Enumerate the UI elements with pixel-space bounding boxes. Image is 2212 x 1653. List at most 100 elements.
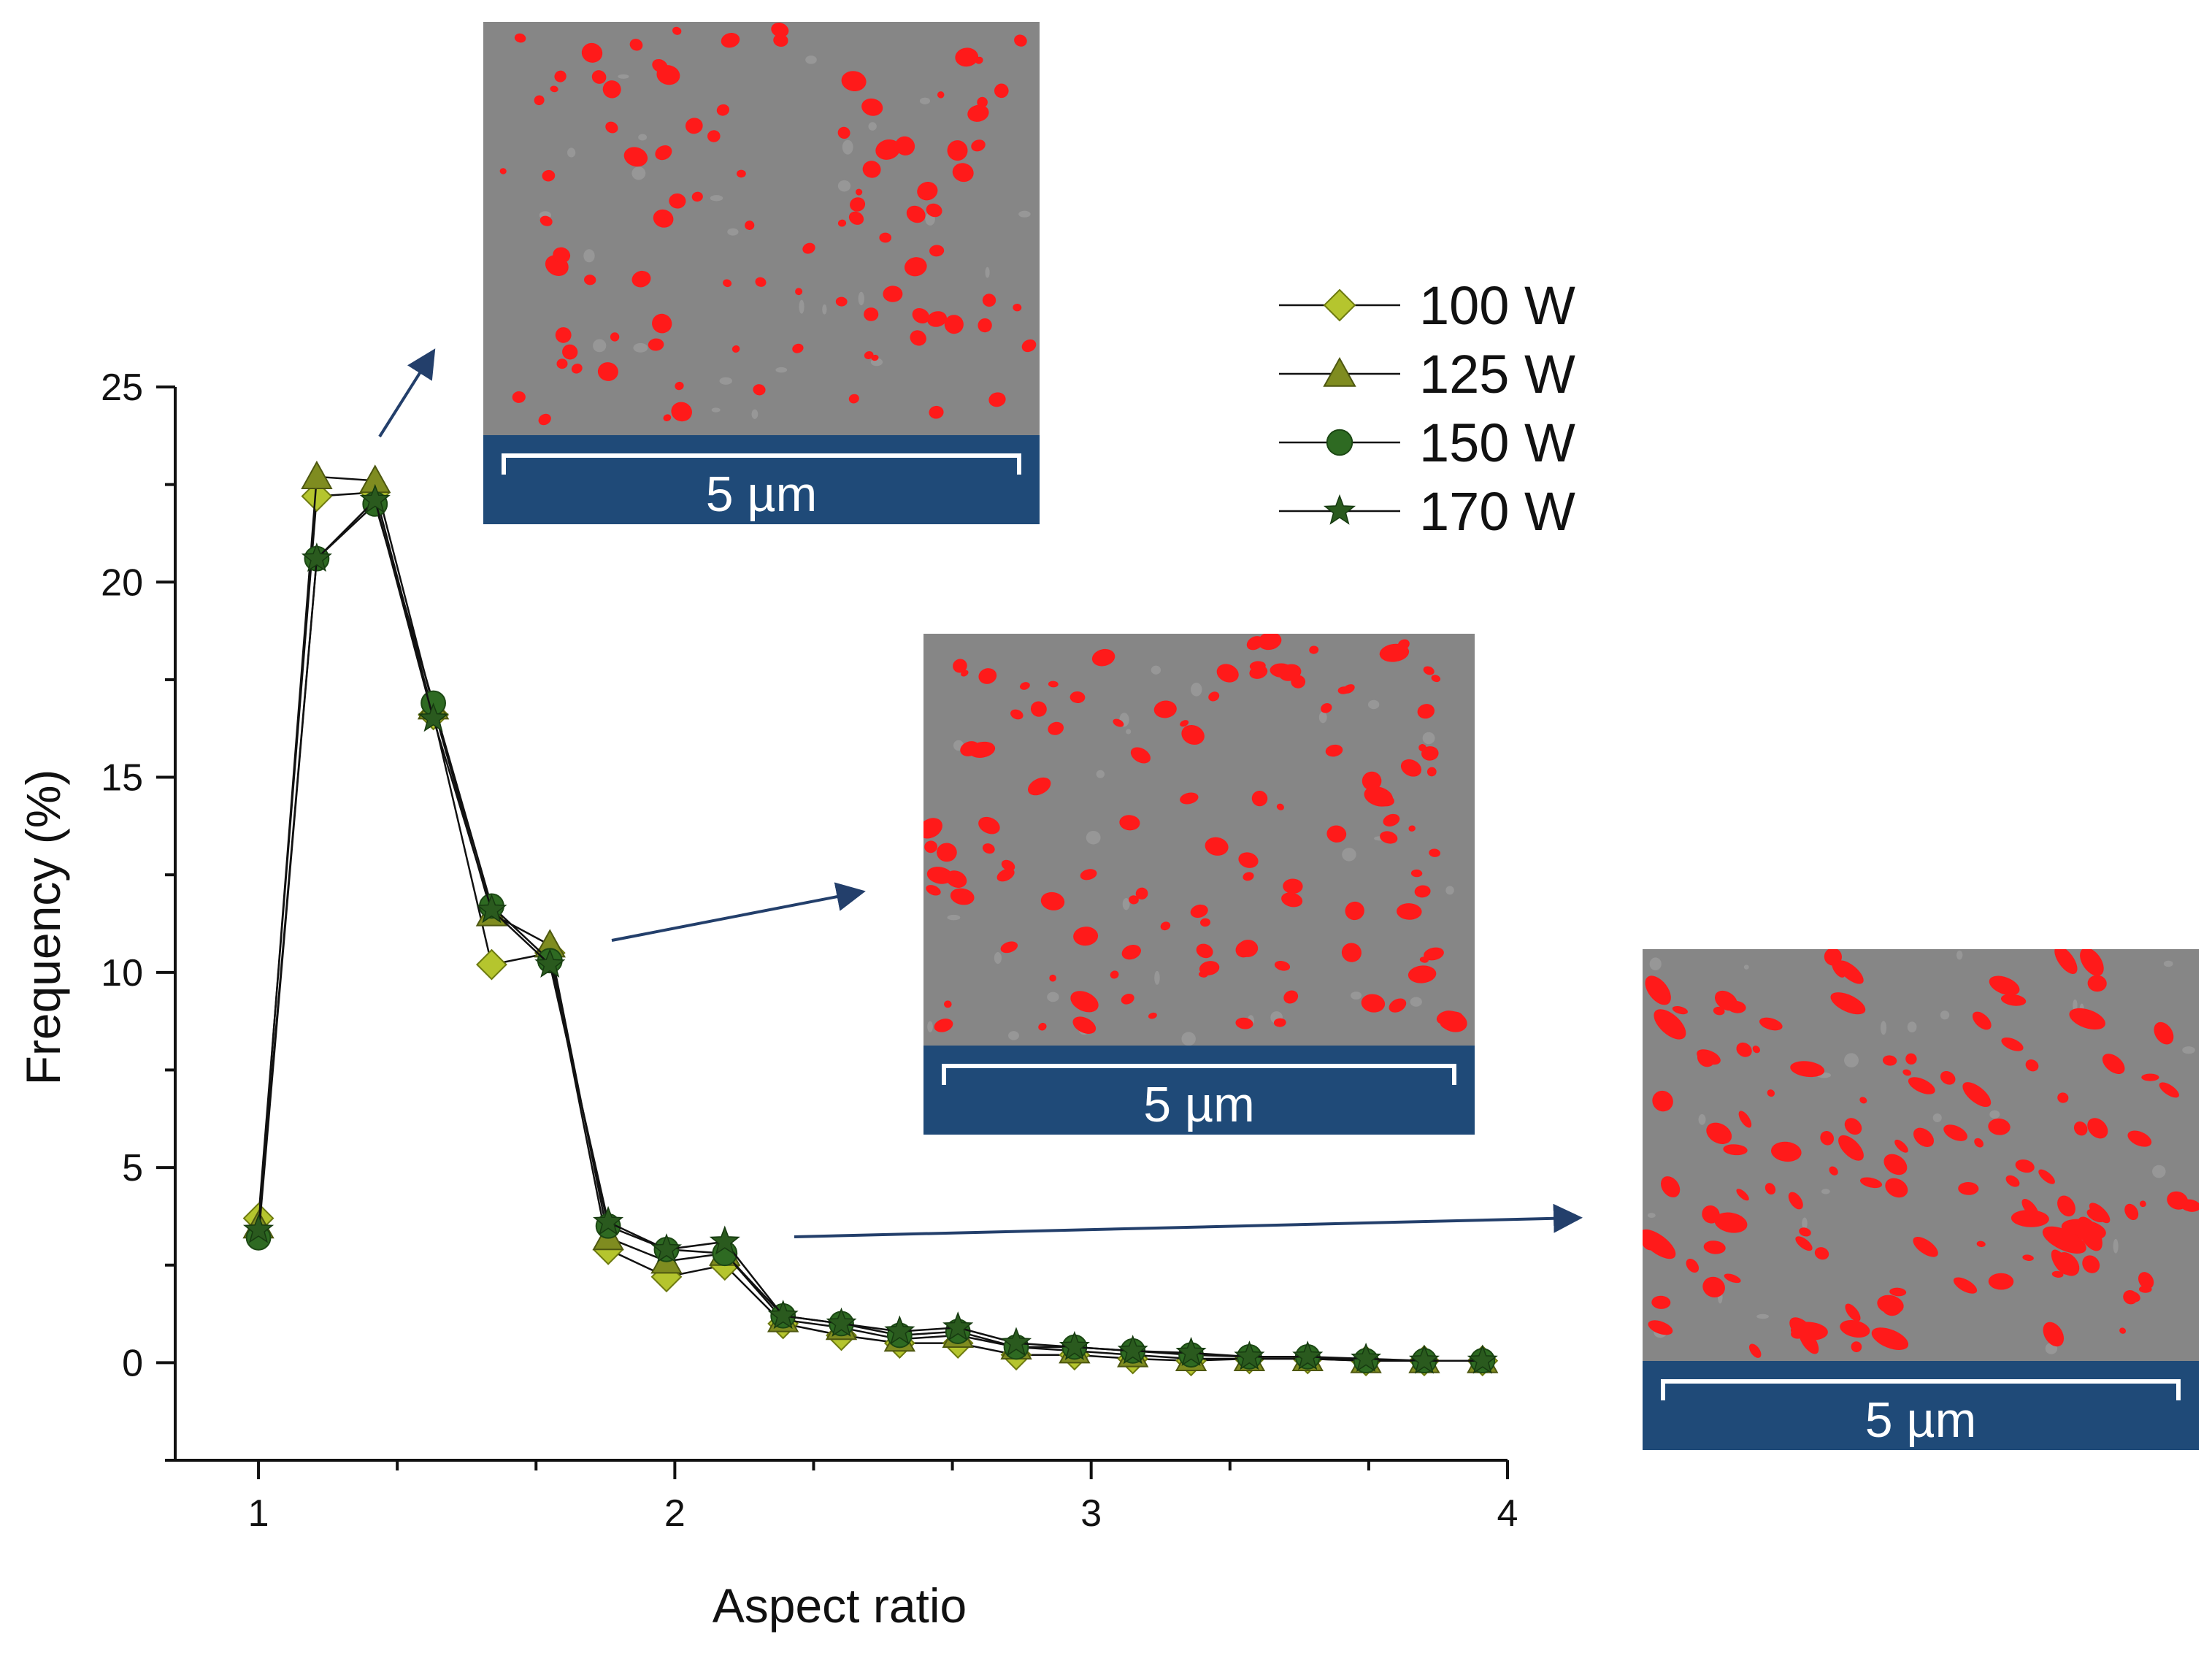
particle [929,405,944,419]
particle [2015,1159,2035,1173]
particle [1383,813,1400,826]
data-point [1175,1336,1207,1366]
particle [1840,1320,1870,1338]
particle [848,211,864,225]
legend-label: 170 W [1419,481,1575,542]
grain [618,74,629,79]
particle [2005,1175,2020,1187]
particle [1417,704,1435,719]
particle [1380,831,1398,844]
particle [707,130,721,142]
particle [1703,1240,1726,1254]
particle [1326,825,1347,843]
particle [514,33,526,43]
x-tick-label: 1 [248,1492,269,1535]
grain [1096,770,1105,778]
particle [538,413,551,426]
particle [926,885,941,896]
particle [2167,1191,2189,1210]
particle [584,275,596,285]
particle [2042,1226,2086,1254]
particle [1419,956,1429,963]
grain [1802,1217,1808,1230]
grain [1342,848,1356,862]
particle [923,818,942,839]
data-point [1467,1344,1498,1374]
particle [773,34,788,47]
particle [2054,949,2078,975]
grain [1649,957,1662,971]
grain [1018,210,1031,218]
particle [2069,1008,2105,1030]
grain [842,139,853,155]
particle [1073,927,1099,946]
grain [1907,1021,1917,1033]
series-line [257,475,1483,1362]
particle [1199,961,1220,975]
particle [982,843,995,854]
particle [1364,786,1394,807]
particle [1273,1018,1286,1027]
particle-layer [499,23,1037,426]
particle [978,318,992,333]
grain [1743,964,1749,970]
x-axis-title: Aspect ratio [713,1579,967,1633]
particle [1859,1177,1883,1189]
chart-legend: 100 W 125 W 150 W 170 W [1279,275,1575,542]
particle [2038,1169,2055,1184]
particle [926,203,942,218]
grain [927,1021,933,1032]
particle [723,279,732,288]
particle [2139,1200,2146,1208]
particle [1426,767,1437,777]
scale-bar-panel [483,435,1040,524]
particle [512,391,526,403]
grain [799,299,804,314]
particle [1001,859,1015,871]
particle [1883,1154,1908,1175]
particle [2051,1270,2064,1278]
y-axis-title: Frequency (%) [16,770,70,1086]
particle [841,71,867,91]
particle [1958,1181,1979,1195]
particle [669,193,686,209]
grain [1422,732,1435,745]
particle [1714,990,1738,1011]
particle [1121,993,1134,1005]
particle [944,1000,952,1008]
particle [1249,661,1266,671]
grain [2152,1165,2166,1178]
particle [906,205,926,223]
particle [864,307,879,321]
grain [858,291,864,306]
particle [1702,1276,1725,1298]
particle [1714,1212,1748,1233]
particle [994,83,1009,99]
particle [1014,34,1027,47]
particle [1389,998,1407,1013]
y-tick-label: 0 [122,1342,143,1384]
particle [1135,887,1148,900]
particle [534,95,545,106]
chart-tick-labels: 0 5 10 15 20 25 1 2 3 4 [101,367,1518,1535]
grain [1756,1313,1770,1319]
particle [927,311,947,327]
particle [1400,759,1422,777]
particle [1000,941,1018,954]
y-tick-label: 15 [101,757,143,799]
particle [944,315,964,334]
particle [861,98,883,116]
particle [924,840,937,854]
particle [2022,1254,2034,1261]
chart-series [242,460,1499,1377]
particle [753,384,766,396]
grain [2163,960,2173,967]
particle [2043,1322,2065,1347]
particle [2000,994,2027,1006]
grain [1126,729,1132,735]
particle [1651,1295,1671,1309]
particle [1160,921,1171,931]
particle [1283,878,1303,894]
particle [2089,1203,2111,1224]
particle [553,247,571,264]
